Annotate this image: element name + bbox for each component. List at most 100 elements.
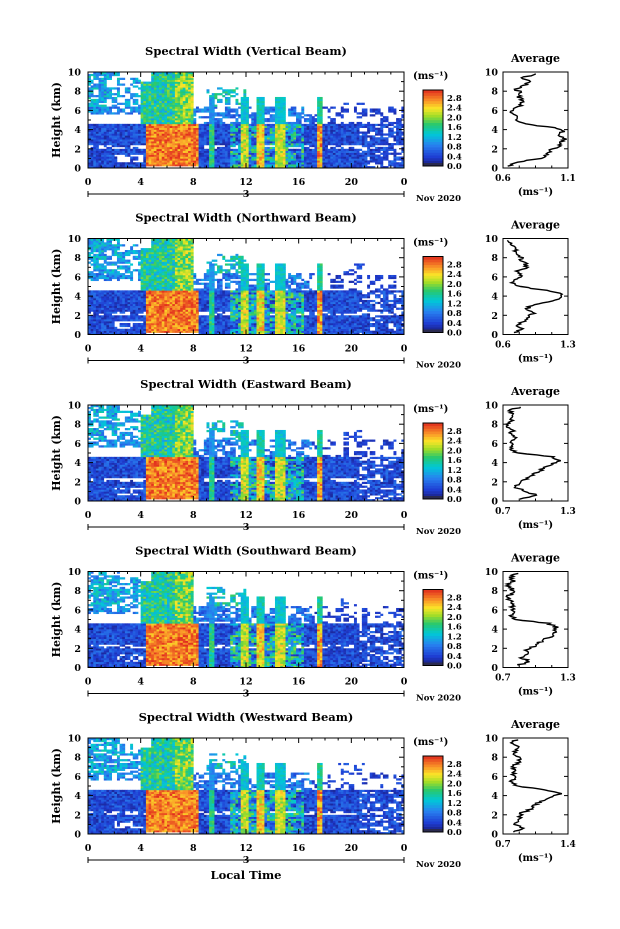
heatmap-cell (240, 135, 244, 138)
heatmap-cell (151, 305, 155, 308)
heatmap-cell (159, 93, 163, 96)
heatmap-cell (267, 143, 270, 146)
heatmap-cell (153, 319, 157, 322)
heatmap-cell (282, 133, 286, 136)
heatmap-cell (122, 77, 126, 80)
heatmap-cell (272, 152, 276, 155)
heatmap-cell (145, 125, 149, 128)
heatmap-cell (143, 322, 147, 326)
heatmap-cell (156, 93, 160, 96)
heatmap-cell (93, 146, 97, 150)
heatmap-cell (398, 118, 402, 121)
heatmap-cell (253, 141, 257, 144)
heatmap-cell (124, 305, 128, 308)
heatmap-cell (88, 141, 91, 144)
heatmap-cell (145, 121, 149, 125)
heatmap-cell (343, 133, 347, 136)
heatmap-cell (164, 133, 168, 136)
heatmap-cell (101, 263, 105, 266)
heatmap-cell (148, 324, 152, 328)
heatmap-cell (109, 305, 112, 308)
heatmap-cell (151, 87, 155, 90)
heatmap-cell (145, 106, 149, 109)
heatmap-cell (103, 160, 107, 163)
heatmap-cell (375, 154, 378, 157)
heatmap-cell (296, 152, 299, 155)
heatmap-cell (364, 131, 368, 134)
heatmap-cell (356, 123, 360, 127)
heatmap-cell (153, 112, 157, 115)
heatmap-cell (124, 250, 128, 253)
heatmap-cell (145, 330, 149, 333)
heatmap-cell (124, 298, 128, 301)
heatmap-cell (201, 152, 205, 155)
heatmap-cell (282, 125, 286, 128)
heatmap-cell (161, 120, 165, 123)
heatmap-cell (211, 150, 215, 153)
heatmap-cell (109, 77, 112, 80)
heatmap-cell (188, 121, 191, 125)
heatmap-cell (256, 146, 260, 150)
heatmap-cell (109, 240, 112, 243)
heatmap-cell (293, 127, 297, 130)
heatmap-cell (159, 96, 163, 100)
heatmap-cell (151, 79, 155, 82)
heatmap-cell (122, 129, 126, 132)
heatmap-cell (143, 319, 147, 322)
heatmap-cell (267, 112, 270, 115)
heatmap-cell (311, 166, 315, 169)
heatmap-cell (314, 127, 318, 130)
heatmap-cell (343, 152, 347, 155)
heatmap-cell (361, 131, 365, 134)
heatmap-cell (156, 108, 160, 111)
heatmap-cell (111, 296, 115, 299)
heatmap-cell (238, 125, 242, 128)
heatmap-cell (174, 135, 178, 138)
heatmap-cell (338, 152, 342, 155)
heatmap-cell (174, 158, 178, 161)
heatmap-cell (101, 87, 105, 90)
heatmap-cell (232, 123, 236, 127)
heatmap-cell (182, 118, 186, 121)
heatmap-cell (235, 93, 239, 96)
heatmap-cell (180, 85, 184, 88)
heatmap-cell (153, 299, 157, 303)
heatmap-cell (217, 154, 220, 157)
heatmap-cell (161, 137, 165, 140)
heatmap-cell (396, 129, 400, 132)
heatmap-cell (90, 240, 94, 243)
heatmap-cell (180, 150, 184, 153)
heatmap-cell (153, 328, 157, 331)
heatmap-cell (161, 139, 165, 142)
heatmap-cell (93, 112, 97, 115)
heatmap-cell (174, 123, 178, 127)
y-tick-label: 10 (68, 68, 82, 79)
heatmap-cell (206, 89, 210, 92)
heatmap-cell (219, 125, 223, 128)
heatmap-cell (130, 127, 134, 130)
heatmap-cell (327, 110, 331, 113)
heatmap-cell (177, 72, 181, 75)
heatmap-cell (180, 164, 184, 167)
heatmap-cell (296, 158, 299, 161)
heatmap-cell (135, 307, 139, 310)
heatmap-cell (95, 326, 99, 330)
heatmap-cell (101, 133, 105, 136)
heatmap-cell (114, 160, 118, 163)
heatmap-cell (277, 110, 281, 113)
heatmap-cell (330, 125, 334, 128)
heatmap-cell (240, 96, 244, 100)
heatmap-cell (314, 166, 318, 169)
heatmap-cell (290, 144, 294, 148)
heatmap-cell (232, 152, 236, 155)
heatmap-cell (130, 96, 134, 100)
heatmap-cell (322, 129, 326, 132)
heatmap-cell (377, 127, 381, 130)
heatmap-cell (93, 95, 97, 98)
heatmap-cell (248, 131, 252, 134)
heatmap-cell (385, 146, 389, 150)
heatmap-cell (159, 146, 163, 150)
heatmap-cell (93, 242, 97, 245)
heatmap-cell (145, 144, 149, 148)
heatmap-cell (151, 131, 155, 134)
